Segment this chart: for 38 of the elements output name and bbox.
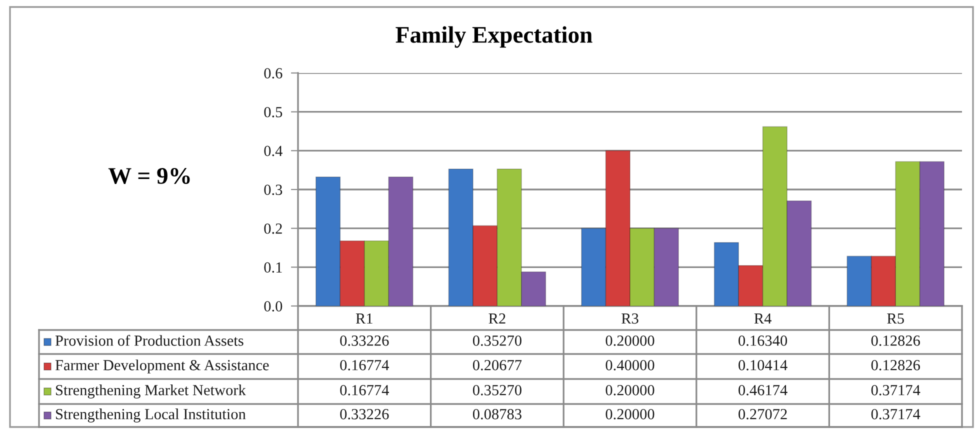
data-label: 0.16774: [340, 385, 389, 396]
x-tick-label: R1: [356, 313, 372, 324]
text: W = 9%: [108, 168, 190, 184]
y-tick-label: 0.6: [264, 68, 282, 79]
data-label: 0.20677: [472, 360, 522, 370]
legend-label: Strengthening Local Institution: [56, 408, 246, 422]
y-tick-label: 0.2: [264, 223, 282, 234]
x-tick-label: R5: [887, 314, 904, 324]
data-label: 0.33226: [340, 409, 389, 420]
legend-label: Farmer Development & Assistance: [55, 360, 269, 374]
data-label: 0.33226: [340, 336, 389, 346]
data-label: 0.37174: [871, 409, 920, 420]
data-label: 0.35270: [472, 336, 522, 346]
data-label: 0.20000: [606, 385, 654, 396]
data-label: 0.40000: [606, 360, 654, 370]
data-label: 0.35270: [472, 385, 522, 396]
y-tick-label: 0.5: [264, 106, 282, 118]
data-label: 0.46174: [738, 385, 788, 396]
data-label: 0.20000: [606, 409, 654, 420]
data-label: 0.12826: [871, 360, 920, 370]
data-label: 0.16774: [340, 360, 389, 370]
y-tick-label: 0.3: [264, 184, 282, 196]
data-label: 0.08783: [472, 409, 522, 420]
data-label: 0.16340: [738, 336, 788, 346]
y-tick-label: 0.4: [264, 146, 282, 156]
legend-label: Strengthening Market Network: [56, 384, 246, 398]
data-label: 0.12826: [871, 336, 920, 346]
data-label: 0.20000: [606, 336, 654, 346]
x-tick-label: R4: [754, 313, 772, 324]
x-tick-label: R2: [488, 313, 506, 324]
legend-label: Provision of Production Assets: [55, 334, 244, 346]
y-tick-label: 0.0: [264, 301, 282, 312]
chart-title: Family Expectation: [396, 26, 592, 48]
data-label: 0.37174: [871, 385, 920, 396]
data-label: 0.27072: [738, 409, 787, 420]
data-label: 0.10414: [738, 360, 788, 370]
x-tick-label: R3: [622, 313, 638, 324]
y-tick-label: 0.1: [264, 262, 282, 273]
